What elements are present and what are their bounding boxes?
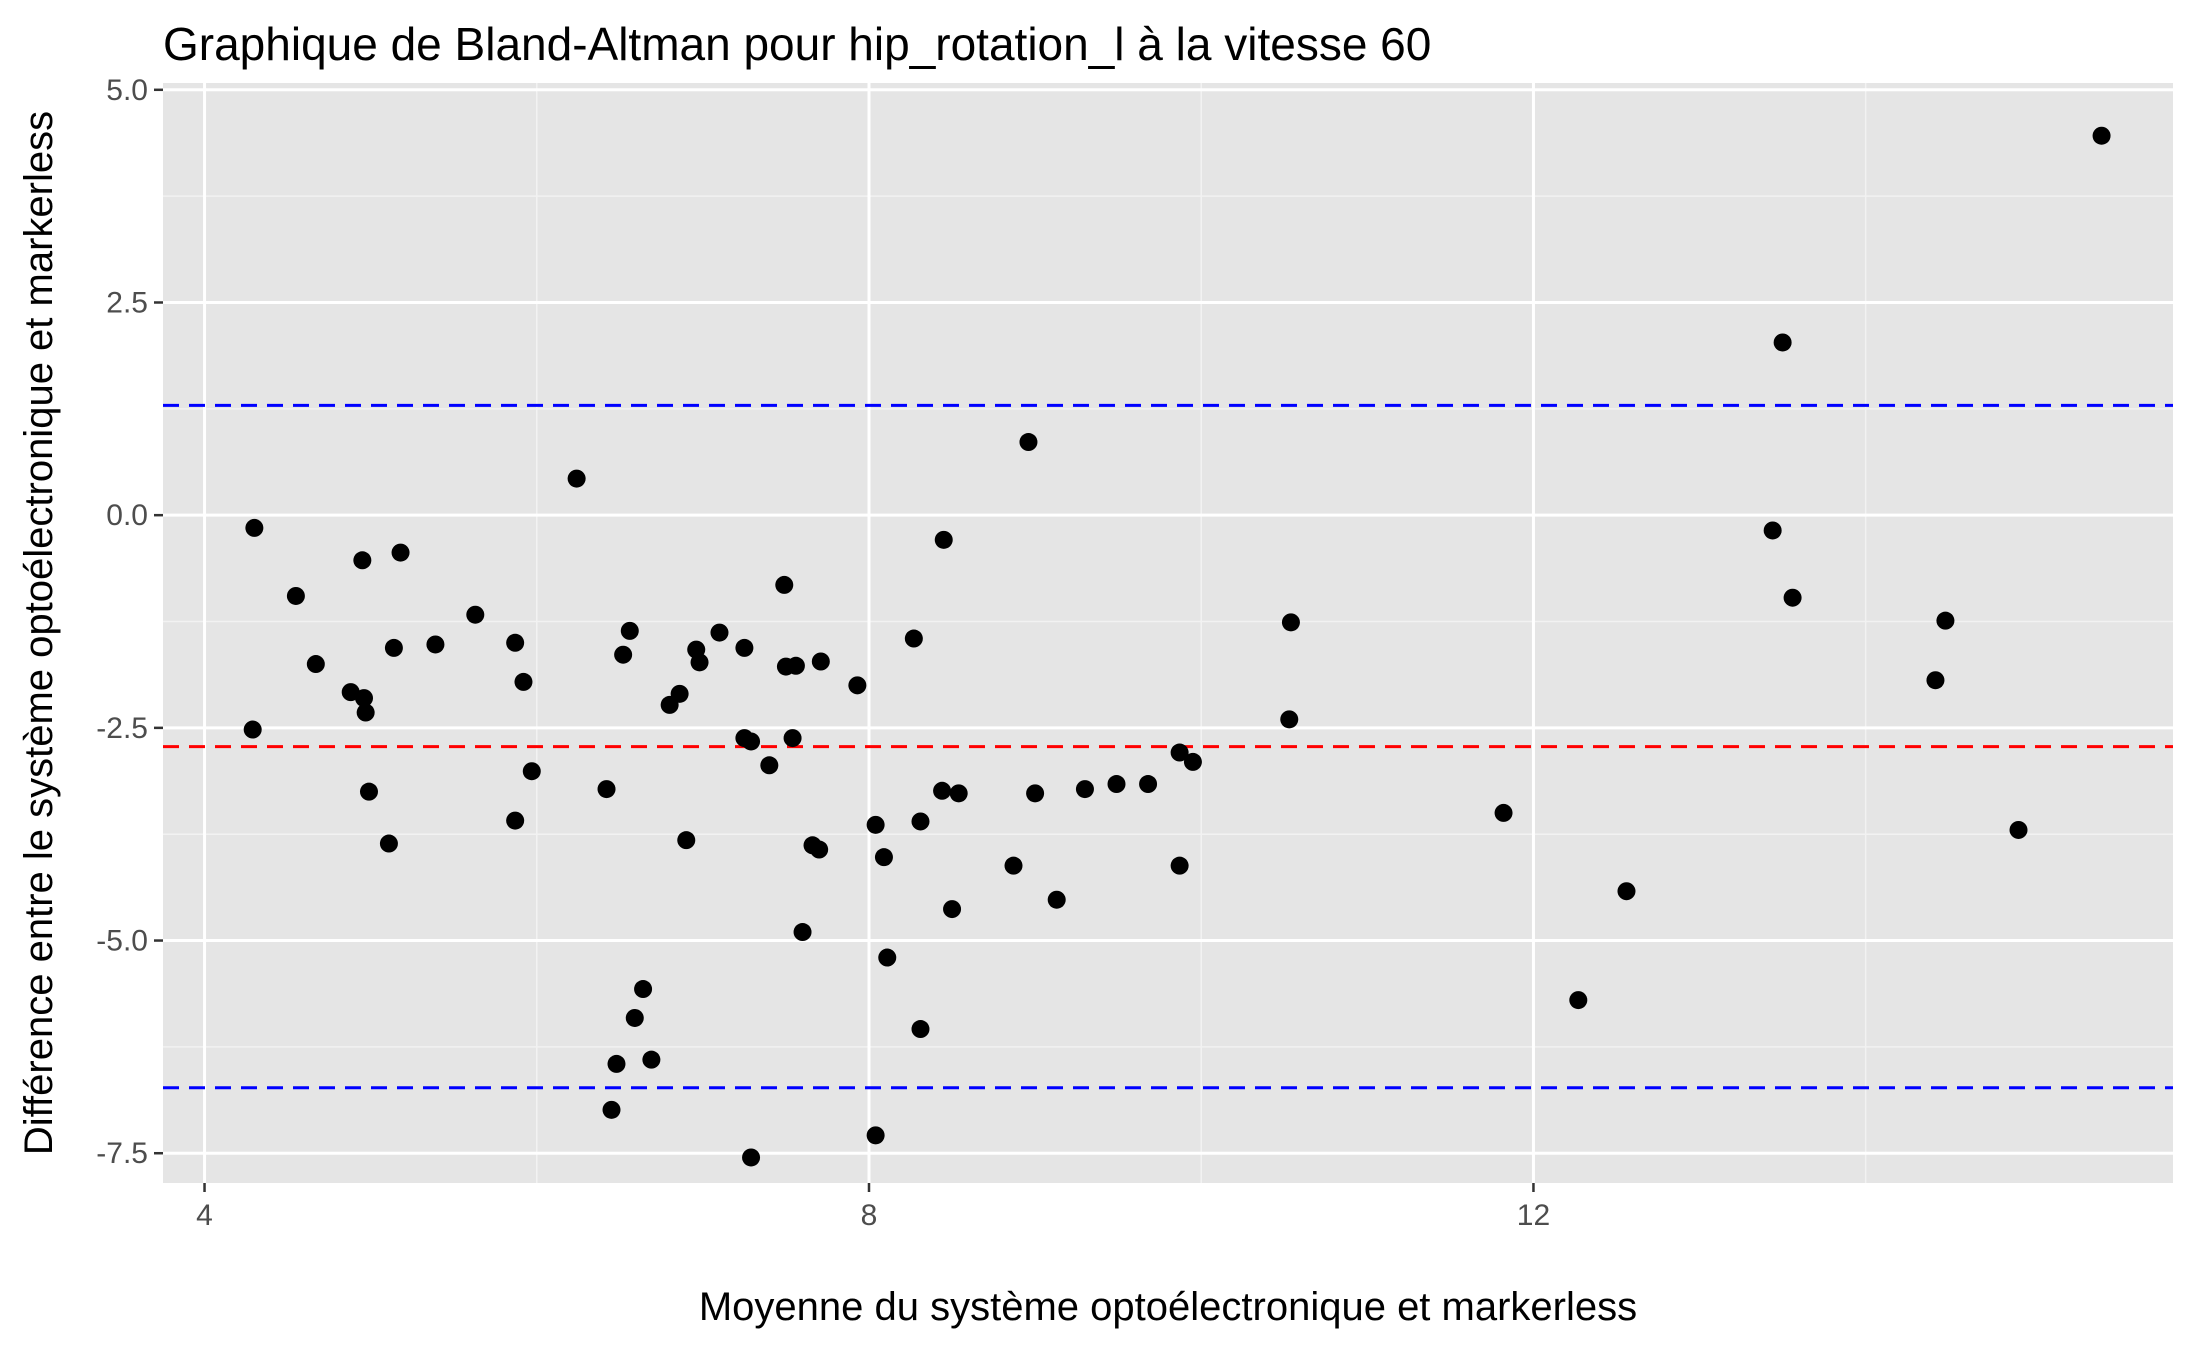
data-point: [466, 605, 485, 624]
data-point: [670, 684, 689, 703]
data-point: [1047, 890, 1066, 909]
data-point: [866, 1126, 885, 1145]
y-tick-label: 2.5: [106, 286, 148, 319]
data-point: [933, 781, 952, 800]
data-point: [775, 575, 794, 594]
data-point: [934, 530, 953, 549]
data-point: [1936, 611, 1955, 630]
y-tick-label: -5.0: [96, 925, 148, 958]
data-point: [810, 840, 829, 859]
data-point: [904, 629, 923, 648]
data-point: [634, 980, 653, 999]
plot-panel: [163, 83, 2173, 1183]
data-point: [359, 782, 378, 801]
data-point: [2092, 126, 2111, 145]
data-point: [783, 729, 802, 748]
data-point: [1170, 856, 1189, 875]
data-point: [1569, 991, 1588, 1010]
y-tick-label: -2.5: [96, 712, 148, 745]
x-axis-title: Moyenne du système optoélectronique et m…: [699, 1285, 1637, 1329]
grid-major: [163, 83, 2173, 1183]
x-tick-label: 4: [196, 1199, 213, 1232]
data-point: [356, 703, 375, 722]
data-point: [1026, 784, 1045, 803]
data-point: [1019, 433, 1038, 452]
data-point: [355, 689, 373, 708]
data-point: [522, 762, 541, 781]
data-point: [811, 652, 830, 671]
data-point: [1281, 613, 1300, 632]
reference-lines: [163, 403, 2173, 1090]
grid-minor: [163, 83, 2173, 1183]
data-point: [384, 638, 403, 657]
x-axis-ticks: 4 8 12: [196, 1183, 1550, 1232]
data-point: [243, 720, 262, 739]
data-point: [642, 1050, 661, 1069]
y-tick-label: 5.0: [106, 74, 148, 107]
data-point: [1783, 588, 1802, 607]
data-point: [306, 655, 325, 674]
data-points: [243, 126, 2111, 1167]
data-point: [690, 653, 709, 672]
data-point: [1763, 521, 1782, 540]
data-point: [625, 1008, 644, 1027]
data-point: [286, 586, 305, 605]
data-point: [245, 518, 264, 537]
data-point: [506, 811, 525, 830]
data-point: [1075, 780, 1094, 799]
data-point: [391, 543, 410, 562]
data-point: [742, 732, 761, 751]
data-point: [1494, 803, 1513, 822]
data-point: [742, 1148, 761, 1167]
y-tick-label: -7.5: [96, 1137, 148, 1170]
data-point: [1004, 856, 1023, 875]
data-point: [620, 621, 639, 640]
data-point: [1139, 775, 1158, 794]
data-point: [943, 900, 962, 919]
y-axis-title: Différence entre le système optoélectron…: [17, 111, 61, 1155]
data-point: [567, 469, 586, 488]
y-tick-label: 0.0: [106, 499, 148, 532]
data-point: [597, 780, 616, 799]
data-point: [1773, 333, 1792, 352]
data-point: [677, 831, 696, 850]
data-point: [760, 756, 779, 775]
data-point: [506, 633, 525, 652]
data-point: [1617, 882, 1636, 901]
data-point: [1183, 752, 1202, 771]
data-point: [878, 948, 897, 967]
data-point: [514, 672, 533, 691]
data-point: [710, 623, 729, 642]
data-point: [1280, 710, 1299, 729]
data-point: [607, 1054, 626, 1073]
data-point: [1926, 671, 1945, 690]
data-point: [602, 1100, 621, 1119]
chart-title: Graphique de Bland-Altman pour hip_rotat…: [163, 18, 1431, 70]
data-point: [866, 815, 885, 834]
data-point: [1170, 743, 1189, 762]
data-point: [848, 676, 867, 695]
x-tick-label: 8: [861, 1199, 878, 1232]
data-point: [911, 1020, 930, 1039]
y-axis-ticks: 5.0 2.5 0.0 -2.5 -5.0 -7.5: [96, 74, 163, 1170]
data-point: [353, 551, 372, 570]
data-point: [426, 635, 445, 654]
data-point: [793, 923, 812, 942]
data-point: [949, 784, 968, 803]
x-tick-label: 12: [1517, 1199, 1550, 1232]
data-point: [874, 848, 893, 867]
data-point: [379, 834, 398, 853]
data-point: [2009, 820, 2028, 839]
data-point: [1107, 775, 1126, 794]
data-point: [614, 645, 633, 664]
data-point: [911, 812, 930, 831]
data-point: [735, 638, 754, 657]
data-point: [786, 656, 805, 675]
